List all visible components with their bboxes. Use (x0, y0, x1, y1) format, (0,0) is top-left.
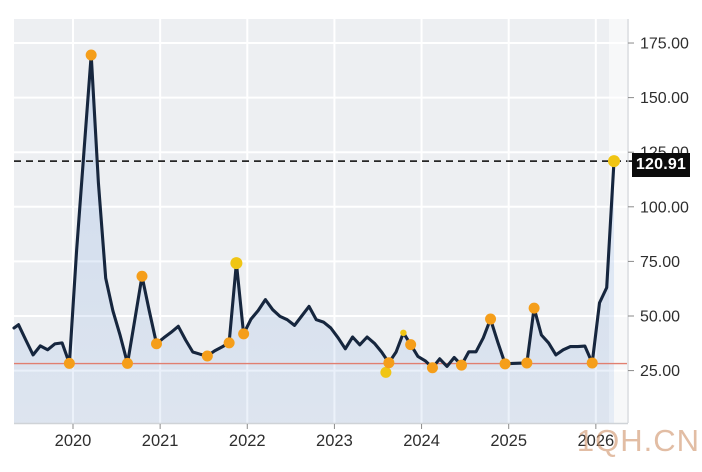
y-axis-tick-label: 25.00 (640, 363, 680, 380)
x-axis-labels: 2020 2021 2022 2023 2024 2025 2026 (55, 432, 615, 450)
data-point-marker[interactable] (426, 362, 438, 374)
x-axis-tick-label: 2023 (316, 432, 353, 450)
data-point-marker[interactable] (383, 357, 395, 369)
data-point-marker[interactable] (238, 328, 250, 340)
min-value-marker[interactable] (380, 366, 392, 378)
data-point-marker[interactable] (201, 350, 213, 362)
data-point-marker[interactable] (455, 359, 467, 371)
x-axis-tick-label: 2025 (490, 432, 527, 450)
data-point-marker[interactable] (607, 155, 620, 168)
x-axis-tick-label: 2021 (142, 432, 179, 450)
data-point-marker[interactable] (528, 302, 540, 314)
data-point-marker[interactable] (151, 338, 163, 350)
data-point-marker[interactable] (63, 357, 75, 369)
data-point-marker[interactable] (405, 339, 417, 351)
x-axis-tick-label: 2024 (403, 432, 440, 450)
data-point-markers (63, 49, 620, 378)
data-point-marker[interactable] (136, 270, 148, 282)
series-line (12, 53, 616, 370)
data-point-marker[interactable] (400, 329, 407, 337)
data-point-marker[interactable] (230, 257, 243, 270)
data-point-marker[interactable] (499, 358, 511, 370)
series-area (14, 55, 614, 423)
y-axis-tick-label: 75.00 (640, 254, 680, 271)
y-axis-tick-label: 100.00 (640, 199, 689, 216)
data-point-marker[interactable] (223, 337, 235, 349)
x-axis-tick-label: 2026 (577, 432, 614, 450)
data-point-marker[interactable] (521, 357, 533, 369)
data-point-marker[interactable] (586, 357, 598, 369)
x-axis-tick-label: 2020 (55, 432, 92, 450)
y-axis-tick-label: 175.00 (640, 36, 689, 53)
data-point-marker[interactable] (485, 313, 497, 325)
y-axis-tick-label: 50.00 (640, 308, 680, 325)
axis-ticks (72, 42, 634, 429)
last-price-label: 120.91 (632, 153, 690, 177)
x-axis-tick-label: 2022 (229, 432, 266, 450)
data-point-marker[interactable] (85, 49, 97, 61)
watermark: 1QH.CN (576, 423, 700, 458)
y-axis-tick-label: 150.00 (640, 90, 689, 107)
data-point-marker[interactable] (121, 357, 133, 369)
